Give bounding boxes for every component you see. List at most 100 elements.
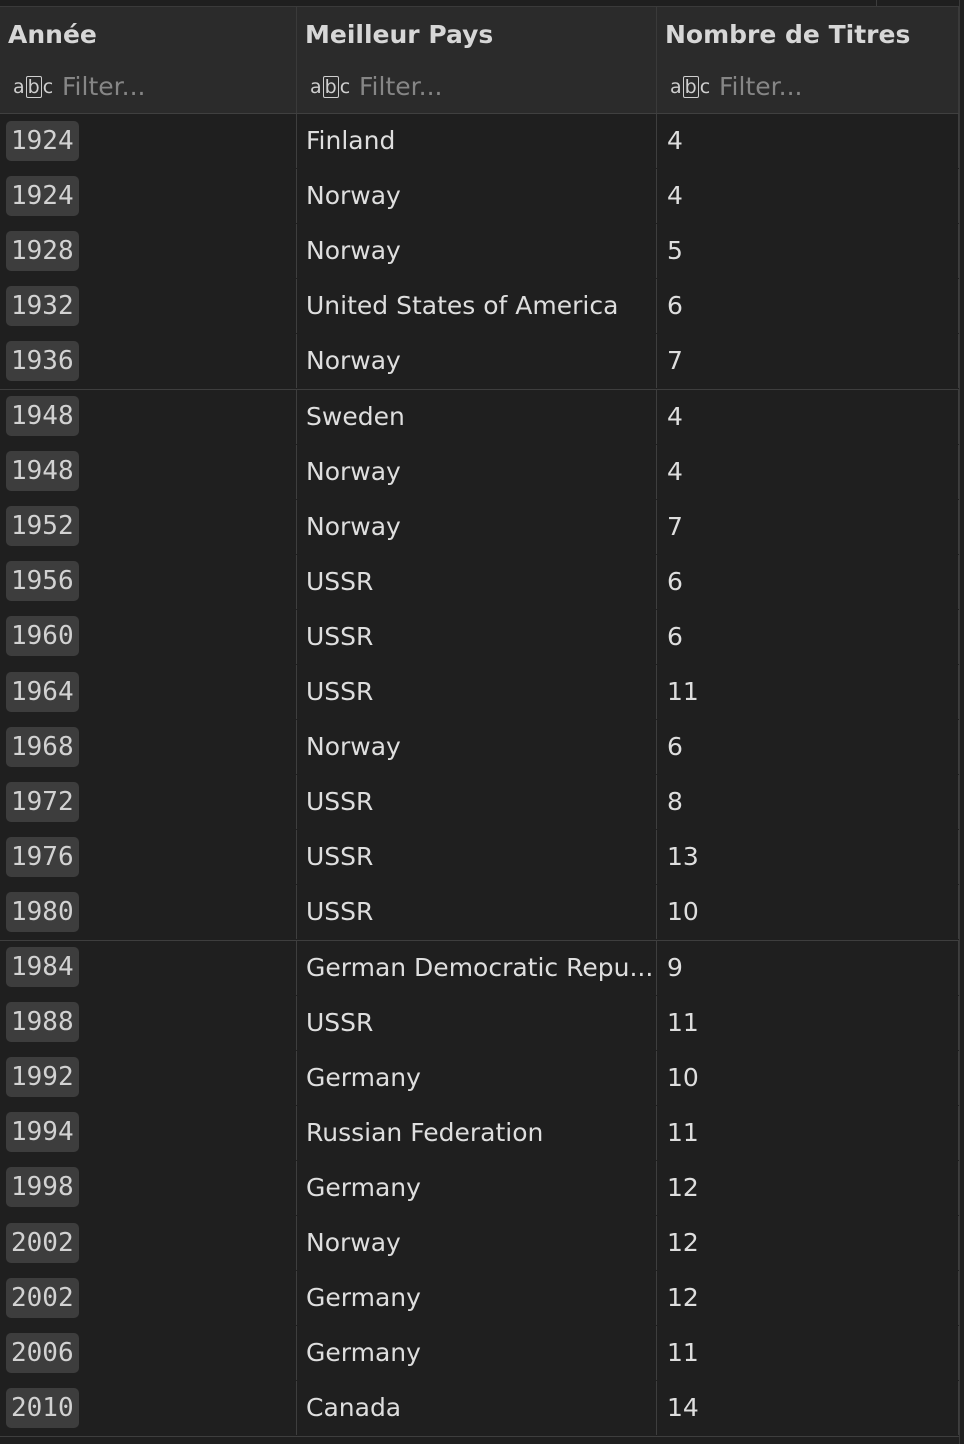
cell-year[interactable]: 1980 bbox=[0, 885, 297, 940]
table-row[interactable]: 1928 Norway 5 bbox=[0, 224, 964, 281]
cell-titles[interactable]: 13 bbox=[657, 830, 959, 885]
cell-country[interactable]: USSR bbox=[297, 775, 657, 830]
cell-country[interactable]: Russian Federation bbox=[297, 1105, 657, 1160]
cell-country[interactable]: USSR bbox=[297, 885, 657, 940]
table-row[interactable]: 2006 Germany 11 bbox=[0, 1326, 964, 1383]
cell-titles[interactable]: 12 bbox=[657, 1216, 959, 1270]
cell-country[interactable]: Norway bbox=[297, 224, 657, 279]
cell-year[interactable]: 1988 bbox=[0, 995, 297, 1050]
cell-titles[interactable]: 5 bbox=[657, 224, 959, 279]
filter-input-annee[interactable] bbox=[62, 67, 282, 105]
cell-titles[interactable]: 7 bbox=[657, 499, 959, 554]
table-row[interactable]: 1964 USSR 11 bbox=[0, 665, 964, 721]
table-row[interactable]: 1976 USSR 13 bbox=[0, 830, 964, 887]
table-row[interactable]: 1998 Germany 12 bbox=[0, 1160, 964, 1217]
cell-country[interactable]: Norway bbox=[297, 499, 657, 554]
cell-titles[interactable]: 6 bbox=[657, 609, 959, 664]
filter-input-meilleur-pays[interactable] bbox=[359, 67, 579, 105]
cell-country[interactable]: Germany bbox=[297, 1050, 657, 1105]
cell-country[interactable]: United States of America bbox=[297, 279, 657, 334]
table-row[interactable]: 2002 Norway 12 bbox=[0, 1216, 964, 1272]
cell-year[interactable]: 1984 bbox=[0, 940, 297, 995]
table-row[interactable]: 1992 Germany 10 bbox=[0, 1050, 964, 1107]
cell-country[interactable]: Norway bbox=[297, 169, 657, 224]
cell-year[interactable]: 1924 bbox=[0, 114, 297, 168]
table-row[interactable]: 2002 Germany 12 bbox=[0, 1271, 964, 1328]
cell-titles[interactable]: 4 bbox=[657, 389, 959, 444]
cell-titles[interactable]: 12 bbox=[657, 1160, 959, 1215]
cell-year[interactable]: 1994 bbox=[0, 1105, 297, 1160]
cell-titles[interactable]: 11 bbox=[657, 995, 959, 1050]
cell-titles[interactable]: 9 bbox=[657, 940, 959, 995]
cell-year[interactable]: 1976 bbox=[0, 830, 297, 885]
table-row[interactable]: 1948 Sweden 4 bbox=[0, 389, 964, 446]
cell-year[interactable]: 1936 bbox=[0, 334, 297, 389]
cell-country[interactable]: USSR bbox=[297, 609, 657, 664]
cell-country[interactable]: Canada bbox=[297, 1381, 657, 1436]
cell-titles[interactable]: 6 bbox=[657, 554, 959, 609]
cell-year[interactable]: 1948 bbox=[0, 389, 297, 444]
table-row[interactable]: 1968 Norway 6 bbox=[0, 720, 964, 777]
cell-country[interactable]: Finland bbox=[297, 114, 657, 168]
cell-country[interactable]: Sweden bbox=[297, 389, 657, 444]
cell-country[interactable]: Norway bbox=[297, 444, 657, 499]
cell-year[interactable]: 1924 bbox=[0, 169, 297, 224]
table-row[interactable]: 1952 Norway 7 bbox=[0, 499, 964, 556]
table-row[interactable]: 1956 USSR 6 bbox=[0, 554, 964, 611]
table-row[interactable]: 1960 USSR 6 bbox=[0, 609, 964, 666]
cell-country[interactable]: Norway bbox=[297, 720, 657, 775]
cell-year[interactable]: 1928 bbox=[0, 224, 297, 279]
cell-country[interactable]: USSR bbox=[297, 830, 657, 885]
cell-titles[interactable]: 4 bbox=[657, 169, 959, 224]
table-row[interactable]: 1948 Norway 4 bbox=[0, 444, 964, 501]
cell-country[interactable]: Norway bbox=[297, 334, 657, 389]
cell-titles[interactable]: 12 bbox=[657, 1271, 959, 1326]
cell-country[interactable]: Germany bbox=[297, 1326, 657, 1381]
table-row[interactable]: 1984 German Democratic Repu... 9 bbox=[0, 940, 964, 997]
filter-input-nombre-de-titres[interactable] bbox=[719, 67, 939, 105]
cell-year[interactable]: 1992 bbox=[0, 1050, 297, 1105]
column-header-annee[interactable]: Année bbox=[0, 7, 297, 59]
table-row[interactable]: 2010 Canada 14 bbox=[0, 1381, 964, 1438]
cell-year[interactable]: 1998 bbox=[0, 1160, 297, 1215]
cell-year[interactable]: 1968 bbox=[0, 720, 297, 775]
table-row[interactable]: 1988 USSR 11 bbox=[0, 995, 964, 1052]
cell-year[interactable]: 1964 bbox=[0, 665, 297, 719]
cell-country[interactable]: Norway bbox=[297, 1216, 657, 1270]
cell-year[interactable]: 1960 bbox=[0, 609, 297, 664]
cell-year[interactable]: 1956 bbox=[0, 554, 297, 609]
cell-year[interactable]: 1952 bbox=[0, 499, 297, 554]
table-row[interactable]: 1994 Russian Federation 11 bbox=[0, 1105, 964, 1162]
column-header-meilleur-pays[interactable]: Meilleur Pays bbox=[297, 7, 657, 59]
cell-year[interactable]: 1972 bbox=[0, 775, 297, 830]
cell-titles[interactable]: 10 bbox=[657, 1050, 959, 1105]
cell-year[interactable]: 1932 bbox=[0, 279, 297, 334]
column-header-nombre-de-titres[interactable]: Nombre de Titres bbox=[657, 7, 959, 59]
cell-country[interactable]: USSR bbox=[297, 665, 657, 719]
cell-year[interactable]: 2006 bbox=[0, 1326, 297, 1381]
cell-country[interactable]: USSR bbox=[297, 554, 657, 609]
cell-titles[interactable]: 7 bbox=[657, 334, 959, 389]
cell-year[interactable]: 2002 bbox=[0, 1271, 297, 1326]
table-row[interactable]: 1980 USSR 10 bbox=[0, 885, 964, 942]
cell-titles[interactable]: 10 bbox=[657, 885, 959, 940]
cell-titles[interactable]: 6 bbox=[657, 720, 959, 775]
cell-titles[interactable]: 11 bbox=[657, 1105, 959, 1160]
cell-titles[interactable]: 8 bbox=[657, 775, 959, 830]
cell-country[interactable]: USSR bbox=[297, 995, 657, 1050]
cell-country[interactable]: Germany bbox=[297, 1160, 657, 1215]
table-row[interactable]: 1936 Norway 7 bbox=[0, 334, 964, 391]
cell-country[interactable]: Germany bbox=[297, 1271, 657, 1326]
cell-titles[interactable]: 4 bbox=[657, 444, 959, 499]
cell-year[interactable]: 2002 bbox=[0, 1216, 297, 1270]
cell-year[interactable]: 2010 bbox=[0, 1381, 297, 1436]
cell-titles[interactable]: 14 bbox=[657, 1381, 959, 1436]
cell-titles[interactable]: 4 bbox=[657, 114, 959, 168]
table-row[interactable]: 1972 USSR 8 bbox=[0, 775, 964, 832]
cell-titles[interactable]: 11 bbox=[657, 1326, 959, 1381]
cell-year[interactable]: 1948 bbox=[0, 444, 297, 499]
cell-country[interactable]: German Democratic Repu... bbox=[297, 940, 657, 995]
cell-titles[interactable]: 6 bbox=[657, 279, 959, 334]
cell-titles[interactable]: 11 bbox=[657, 665, 959, 719]
table-row[interactable]: 1924 Norway 4 bbox=[0, 169, 964, 226]
